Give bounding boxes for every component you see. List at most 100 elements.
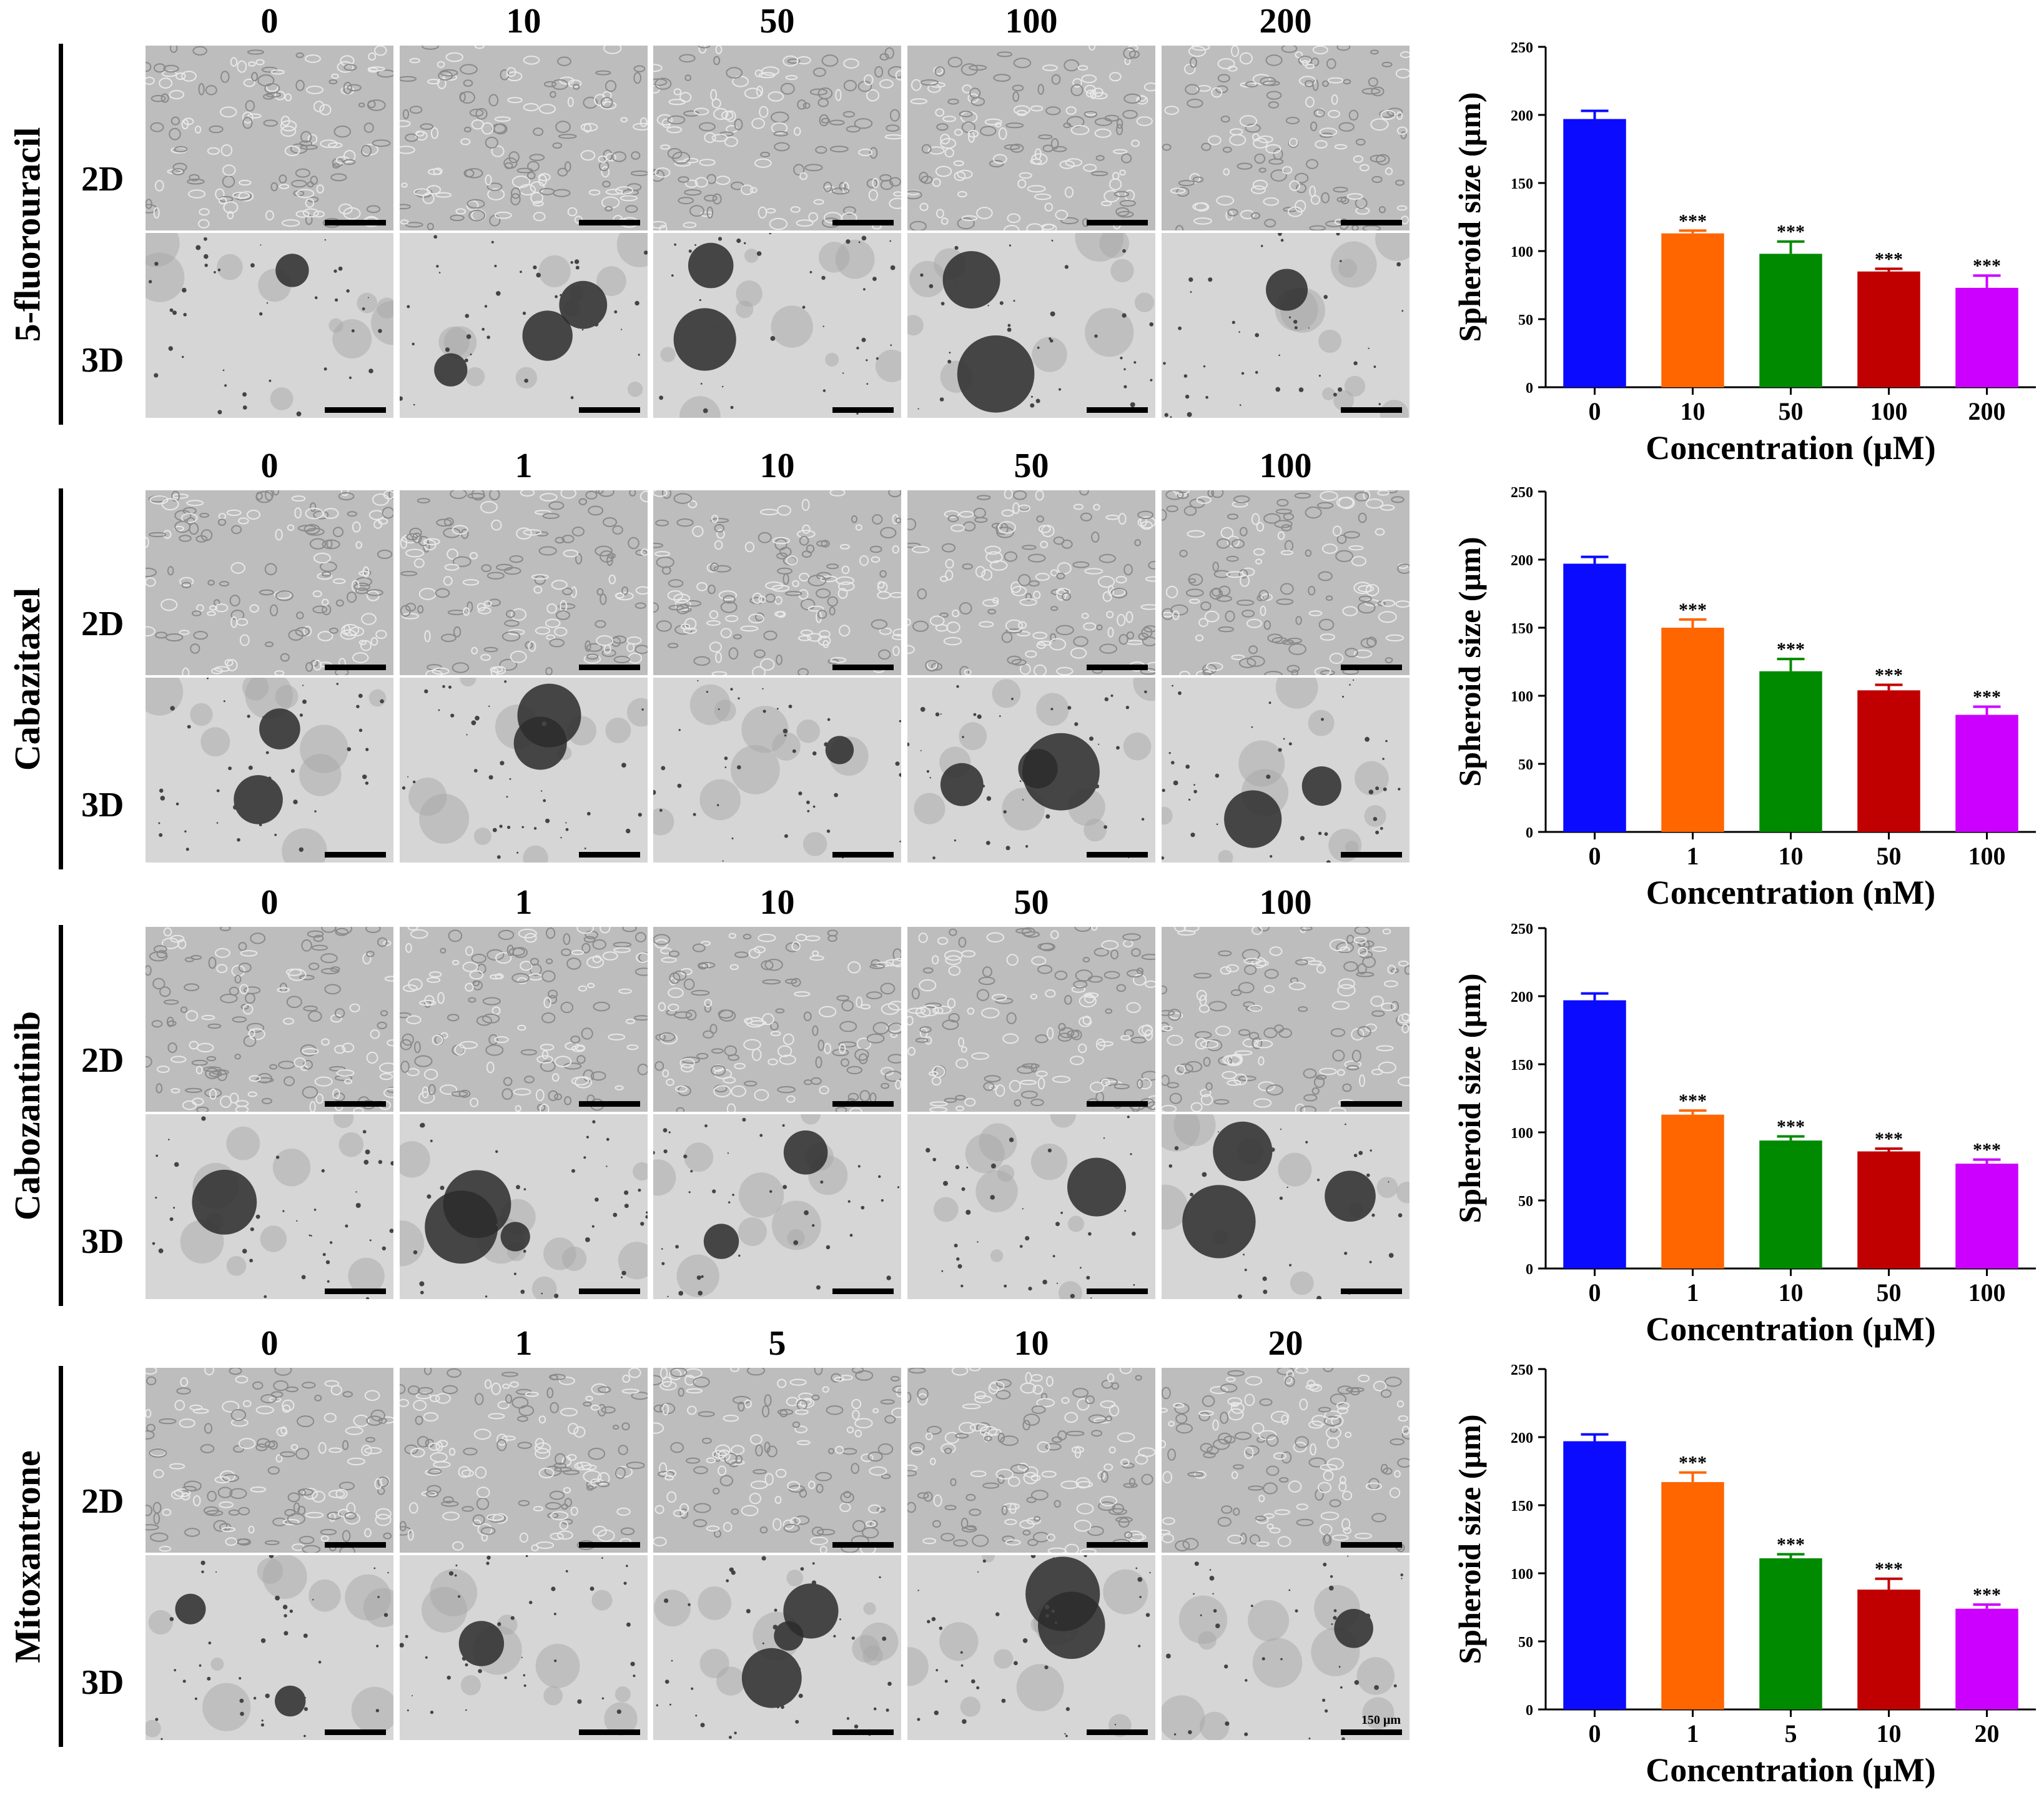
y-tick-label: 250 <box>1511 1362 1533 1378</box>
micrograph-2d <box>1162 46 1410 230</box>
y-tick-label: 50 <box>1518 1194 1533 1210</box>
scale-bar <box>579 852 640 858</box>
spheroid-size-chart: 0 50 100 150 200 250 Spheroid size (µm) 0 *** 1 **… <box>1430 476 2044 926</box>
micrograph-3d: 150 µm <box>1162 1555 1410 1740</box>
column-concentration-label: 100 <box>1005 2 1058 41</box>
scale-bar <box>325 665 386 670</box>
micrograph-3d <box>1162 678 1410 863</box>
y-tick-label: 150 <box>1511 176 1533 192</box>
scale-bar <box>325 1101 386 1107</box>
bar-1 <box>1661 628 1724 832</box>
scale-bar <box>325 220 386 225</box>
scale-bar <box>832 1729 894 1735</box>
x-tick-label: 20 <box>1975 1719 2000 1748</box>
micrograph-2d <box>907 1368 1155 1553</box>
x-tick-label: 50 <box>1877 842 1902 870</box>
x-tick-label: 1 <box>1687 842 1699 870</box>
scale-bar <box>1341 1542 1402 1548</box>
significance-marker: *** <box>1777 1534 1805 1555</box>
micrograph-2d <box>907 490 1155 675</box>
micrograph-3d <box>146 1114 393 1299</box>
scale-bar <box>1341 852 1402 858</box>
y-tick-label: 100 <box>1511 1125 1533 1142</box>
scale-bar <box>579 1542 640 1548</box>
significance-marker: *** <box>1875 1559 1903 1580</box>
significance-marker: *** <box>1973 1585 2001 1605</box>
panel-divider-bar <box>59 1366 63 1747</box>
micrograph-2d <box>907 46 1155 230</box>
scale-bar-label: 150 µm <box>1361 1713 1401 1727</box>
x-tick-label: 100 <box>1968 1278 2006 1307</box>
bar-3 <box>1857 271 1920 387</box>
column-concentration-label: 10 <box>759 447 795 485</box>
column-concentration-label: 0 <box>260 883 279 922</box>
x-tick-label: 0 <box>1589 842 1601 870</box>
scale-bar <box>1341 407 1402 413</box>
micrograph-3d <box>653 233 901 418</box>
x-tick-label: 10 <box>1877 1719 1902 1748</box>
row-label-3d: 3D <box>81 786 124 824</box>
bar-4 <box>1955 715 2018 832</box>
y-axis-label: Spheroid size (µm) <box>1452 537 1487 786</box>
scale-bar <box>579 1288 640 1294</box>
y-tick-label: 0 <box>1526 1262 1533 1278</box>
y-tick-label: 150 <box>1511 1057 1533 1074</box>
x-tick-label: 10 <box>1779 1278 1804 1307</box>
micrograph-2d <box>1162 490 1410 675</box>
scale-bar <box>832 665 894 670</box>
scale-bar <box>1341 1101 1402 1107</box>
x-axis-label: Concentration (µM) <box>1646 429 1936 467</box>
significance-marker: *** <box>1679 1090 1707 1111</box>
bar-chart-svg: 0 50 100 150 200 250 Spheroid size (µm) 0 *** 1 **… <box>1452 485 2036 911</box>
drug-name: Cabozantinib <box>7 1011 48 1220</box>
panel-3: Mitoxantrone 2D 3D 0 1 5 10 20 150 µm 0 50 100 150 20… <box>0 1322 2044 1789</box>
scale-bar <box>1087 1288 1148 1294</box>
row-label-3d: 3D <box>81 1222 124 1261</box>
column-concentration-label: 50 <box>759 2 795 41</box>
column-concentration-label: 10 <box>506 2 541 41</box>
bar-1 <box>1661 1481 1724 1709</box>
micrograph-2d <box>146 1368 393 1553</box>
significance-marker: *** <box>1973 1140 2001 1160</box>
panel-0: 5-fluorouracil 2D 3D 0 10 50 100 200 0 50 100 150 20… <box>0 0 2044 467</box>
x-tick-label: 1 <box>1687 1719 1699 1748</box>
bar-chart-svg: 0 50 100 150 200 250 Spheroid size (µm) 0 *** 1 **… <box>1452 921 2036 1348</box>
micrograph-3d <box>653 1555 901 1740</box>
drug-name: Mitoxantrone <box>7 1450 48 1663</box>
bar-2 <box>1759 254 1822 387</box>
scale-bar <box>579 665 640 670</box>
column-concentration-label: 20 <box>1268 1324 1303 1363</box>
significance-marker: *** <box>1777 1117 1805 1137</box>
micrograph-2d <box>400 490 648 675</box>
micrograph-2d <box>146 490 393 675</box>
x-tick-label: 100 <box>1968 842 2006 870</box>
column-concentration-label: 50 <box>1014 883 1049 922</box>
column-concentration-label: 0 <box>260 447 279 485</box>
column-concentration-label: 10 <box>759 883 795 922</box>
bar-0 <box>1563 1000 1626 1269</box>
column-concentration-label: 100 <box>1259 883 1312 922</box>
panel-divider-bar <box>59 925 63 1306</box>
y-tick-label: 250 <box>1511 921 1533 937</box>
micrograph-3d <box>1162 1114 1410 1299</box>
scale-bar <box>1341 220 1402 225</box>
column-concentration-label: 200 <box>1259 2 1312 41</box>
column-concentration-label: 5 <box>768 1324 786 1363</box>
micrograph-2d <box>653 46 901 230</box>
bar-4 <box>1955 1608 2018 1709</box>
scale-bar <box>1341 1288 1402 1294</box>
column-concentration-label: 100 <box>1259 447 1312 485</box>
y-axis-label: Spheroid size (µm) <box>1452 973 1487 1223</box>
column-concentration-label: 1 <box>515 1324 533 1363</box>
bar-3 <box>1857 1590 1920 1709</box>
panel-2: Cabozantinib 2D 3D 0 1 10 50 100 0 50 100 150 200 250… <box>0 881 2044 1348</box>
x-tick-label: 50 <box>1779 397 1804 425</box>
drug-name: Cabazitaxel <box>7 587 48 771</box>
y-tick-label: 0 <box>1526 1703 1533 1719</box>
micrograph-3d <box>400 678 648 863</box>
spheroid-size-chart: 0 50 100 150 200 250 Spheroid size (µm) 0 *** 1 **… <box>1430 1353 2044 1803</box>
y-tick-label: 50 <box>1518 757 1533 773</box>
x-tick-label: 200 <box>1968 397 2006 425</box>
micrograph-3d <box>653 678 901 863</box>
micrograph-2d <box>400 46 648 230</box>
